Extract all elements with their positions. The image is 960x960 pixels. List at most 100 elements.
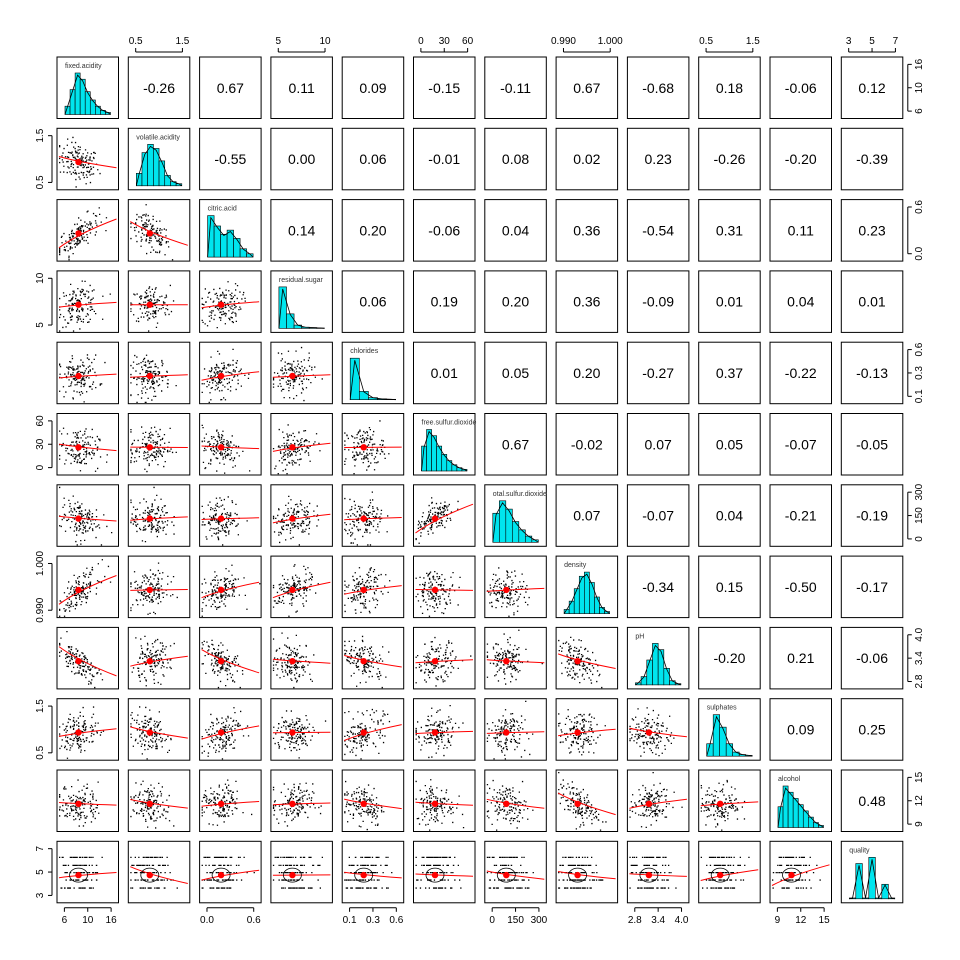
density-curve-chlorides	[349, 360, 396, 401]
histogram-bar-citric-acid-4	[233, 238, 241, 258]
centroid-point-r11-c8	[645, 871, 653, 879]
smooth-line-r7-c6	[486, 587, 545, 592]
panel-frame-r5-c3	[270, 413, 333, 476]
smooth-line-r11-c0	[58, 872, 117, 879]
correlation-ellipse-c3	[282, 867, 302, 883]
centroid-point-r7-c4	[360, 586, 367, 594]
right-axis-fixed-acidity-tick-label-0: 16	[914, 58, 925, 70]
smooth-line-r5-c2	[201, 445, 260, 450]
panel-frame-r1-c1	[127, 127, 191, 191]
panel-frame-r7-c4	[341, 555, 405, 619]
smooth-line-r8-c5	[415, 659, 474, 664]
correlation-label-r4-c7: 0.20	[573, 365, 600, 381]
variable-label-density: density	[564, 562, 587, 569]
correlation-ellipse-c0	[69, 867, 88, 883]
density-curve-quality	[849, 859, 895, 900]
centroid-point-r5-c1	[146, 444, 153, 451]
panel-frame-r3-c7	[555, 270, 619, 333]
panel-frame-r7-c9	[698, 555, 761, 619]
right-axis-pH-tick-label-0: 4.0	[914, 627, 925, 641]
histogram-bar-residual-sugar-1	[286, 313, 295, 329]
panel-frame-r11-c1	[127, 840, 191, 904]
correlation-label-r2-c7: 0.36	[573, 222, 600, 238]
panel-frame-r5-c4	[341, 413, 405, 476]
panel-frame-r4-c1	[127, 341, 191, 405]
smooth-line-r2-c0	[58, 218, 117, 249]
panel-frame-r6-c2	[199, 484, 262, 547]
panel-frame-r11-c6	[484, 840, 547, 904]
variable-label-quality: quality	[849, 847, 870, 854]
smooth-line-r2-c1	[130, 221, 188, 246]
left-axis-density-tick-label-1: 0.990	[35, 597, 46, 622]
panel-frame-r11-c7	[555, 840, 619, 904]
smooth-line-r3-c0	[58, 301, 117, 308]
histogram-bar-fixed-acidity-6	[95, 105, 101, 115]
panel-frame-r11-c10	[769, 840, 832, 904]
scatter-points-r2-c1	[130, 204, 174, 261]
variable-label-alcohol: alcohol	[778, 776, 801, 783]
correlation-label-r7-c9: 0.15	[716, 579, 743, 595]
histogram-bar-sulphates-2	[719, 726, 727, 757]
scatter-points-r9-c2	[201, 707, 250, 760]
top-axis-residual-sugar-tick-label-0: 5	[275, 36, 281, 47]
variable-label-sulphates: sulphates	[707, 705, 737, 712]
smooth-line-r10-c2	[201, 801, 260, 807]
panel-frame-r2-c7	[555, 199, 619, 262]
smooth-line-r9-c6	[486, 731, 545, 734]
scatter-points-r7-c5	[415, 571, 461, 617]
correlation-label-r7-c8: -0.34	[642, 579, 674, 595]
right-axis-total-sulfur-dioxide-tick-label-0: 300	[914, 483, 925, 500]
centroid-point-r11-c5	[431, 871, 439, 879]
centroid-point-r8-c0	[75, 658, 82, 665]
correlation-label-r7-c10: -0.50	[785, 579, 817, 595]
smooth-line-r8-c2	[201, 649, 260, 674]
panel-frame-r2-c4	[341, 199, 405, 262]
centroid-point-r5-c4	[360, 444, 367, 451]
correlation-label-r4-c11: -0.13	[856, 365, 888, 381]
histogram-bar-density-6	[594, 596, 600, 614]
correlation-ellipse-c8	[639, 867, 659, 883]
panel-frame-r1-c0	[56, 127, 119, 191]
histogram-bar-fixed-acidity-1	[69, 89, 76, 115]
panel-frame-r4-c11	[840, 341, 904, 405]
centroid-point-r10-c5	[431, 800, 439, 807]
panel-frame-r0-c4	[341, 56, 405, 119]
panel-frame-r3-c3	[270, 270, 333, 333]
panel-frame-r6-c1	[127, 484, 191, 547]
bottom-axis-pH-tick-label-0: 2.8	[628, 915, 642, 926]
density-curve-pH	[635, 644, 682, 686]
smooth-line-r1-c0	[58, 156, 117, 169]
bottom-axis-fixed-acidity-tick-label-1: 10	[82, 915, 94, 926]
smooth-line-r6-c2	[201, 517, 260, 520]
correlation-label-r1-c2: -0.55	[214, 151, 246, 167]
correlation-label-r1-c6: 0.08	[502, 151, 529, 167]
correlation-label-r9-c10: 0.09	[787, 721, 814, 737]
centroid-point-r8-c2	[217, 658, 225, 665]
centroid-point-r6-c5	[431, 515, 439, 522]
correlation-label-r0-c11: 0.12	[858, 80, 885, 96]
correlation-label-r0-c2: 0.67	[217, 80, 244, 96]
histogram-bar-total-sulfur-dioxide-3	[511, 521, 520, 543]
histogram-bar-pH-4	[657, 649, 665, 686]
correlation-label-r1-c10: -0.20	[785, 151, 817, 167]
correlation-label-r0-c4: 0.09	[359, 80, 386, 96]
panel-frame-r8-c6	[484, 626, 547, 690]
scatter-points-r7-c2	[201, 564, 261, 617]
histogram-bar-pH-5	[663, 667, 670, 686]
centroid-point-r10-c3	[289, 800, 296, 807]
scatter-points-r9-c4	[344, 708, 391, 760]
right-axis-total-sulfur-dioxide-tick-label-2: 0	[914, 536, 925, 542]
histogram-bar-citric-acid-2	[220, 233, 228, 258]
panel-frame-r9-c2	[199, 698, 262, 761]
centroid-point-r5-c2	[217, 444, 225, 451]
panel-frame-r7-c10	[769, 555, 832, 619]
correlation-ellipse-c9	[710, 867, 730, 883]
panel-frame-r9-c0	[56, 698, 119, 761]
smooth-line-r4-c2	[201, 371, 260, 381]
bottom-axis-chlorides-tick-label-2: 0.6	[389, 915, 403, 926]
panel-frame-r4-c6	[484, 341, 547, 405]
centroid-point-r9-c8	[645, 729, 653, 736]
correlation-label-r8-c10: 0.21	[787, 650, 814, 666]
panel-frame-r10-c0	[56, 769, 119, 832]
centroid-point-r11-c4	[360, 871, 367, 879]
